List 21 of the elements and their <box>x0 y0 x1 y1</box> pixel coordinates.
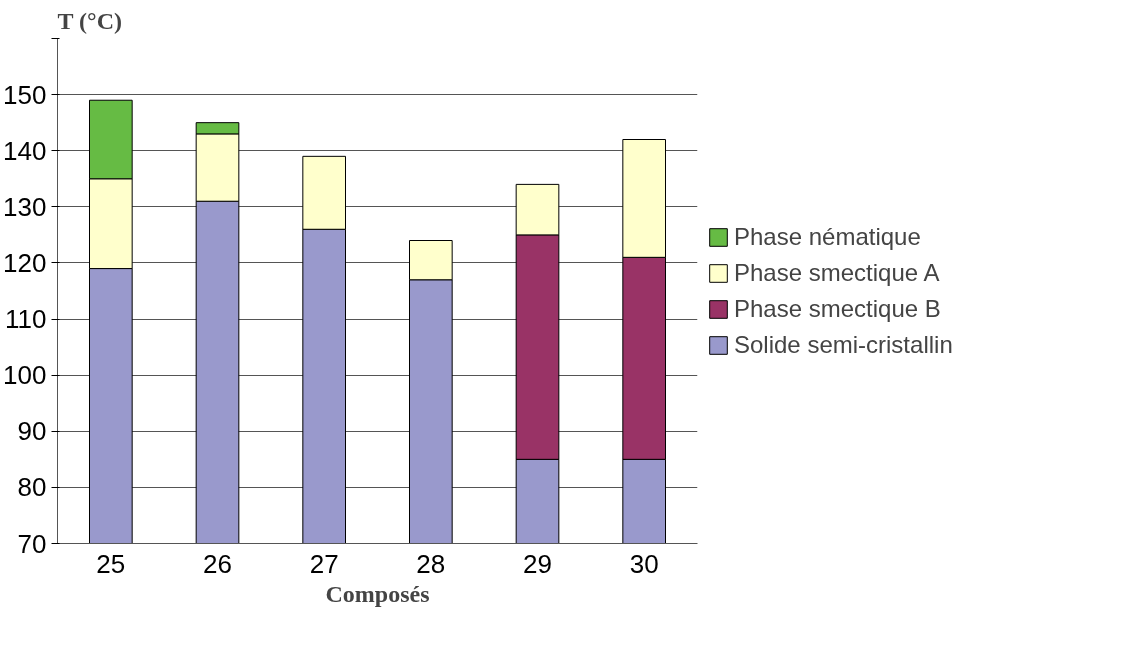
x-tick-label: 28 <box>416 548 446 579</box>
y-tick-label: 150 <box>3 79 47 110</box>
y-tick-label: 70 <box>17 528 47 559</box>
x-tick-label: 25 <box>96 548 126 579</box>
y-tick-label: 100 <box>3 360 47 391</box>
legend-label: Phase smectique B <box>734 294 941 323</box>
y-tick-label: 80 <box>17 472 47 503</box>
y-tick-label: 90 <box>17 416 47 447</box>
y-tick-label: 140 <box>3 135 47 166</box>
y-tick-label: 130 <box>3 191 47 222</box>
legend-label: Solide semi-cristallin <box>734 330 953 359</box>
y-axis-title: T (°C) <box>57 7 122 34</box>
y-tick-label: 110 <box>5 304 47 335</box>
x-tick-label: 26 <box>203 548 232 579</box>
x-tick-label: 30 <box>629 548 659 579</box>
x-axis-title: Composés <box>325 580 430 607</box>
y-tick-label: 120 <box>3 247 47 278</box>
legend-label: Phase nématique <box>734 222 921 251</box>
legend-label: Phase smectique A <box>734 258 940 287</box>
x-tick-label: 27 <box>309 548 339 579</box>
x-tick-label: 29 <box>523 548 552 579</box>
